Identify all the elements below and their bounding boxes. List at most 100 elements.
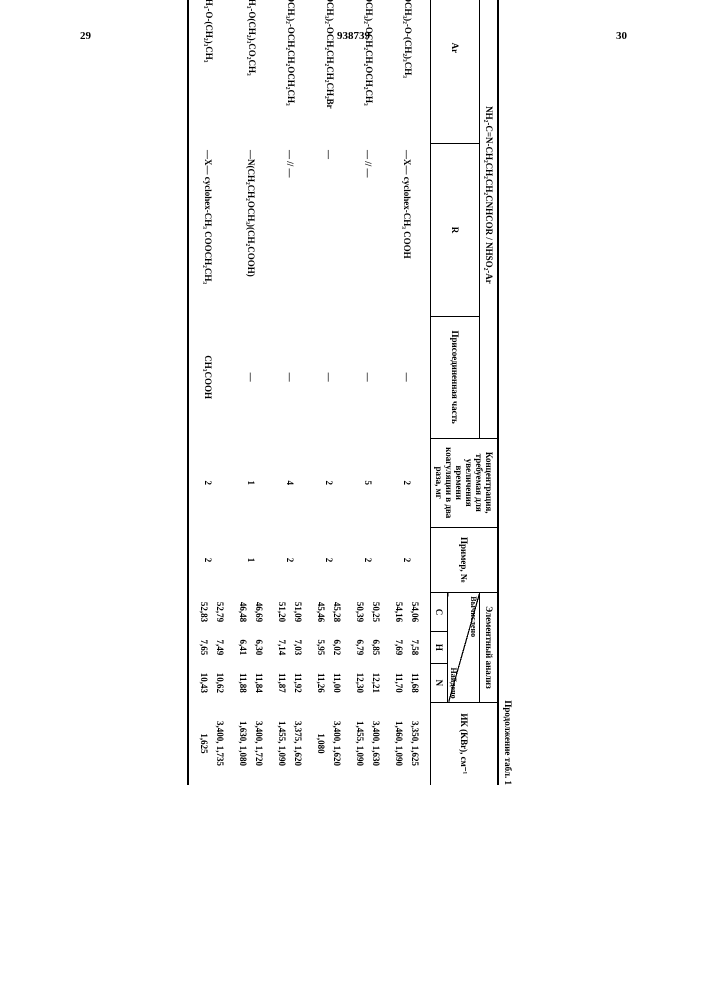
col-conc: Концентрация, требуемая для увеличения в… xyxy=(431,438,499,527)
cell-n1: 10,62 xyxy=(212,664,235,703)
cell-ik1: 3,375, 1,620 xyxy=(290,702,313,785)
cell-r: — // — xyxy=(274,144,313,316)
cell-h2: 5,95 xyxy=(313,631,329,663)
cell-primer: 2 xyxy=(313,527,352,593)
col-c: C xyxy=(431,593,448,631)
table-row: 622-OCH₃-O-(CH₂)₃CH₃—X— cyclohex-CH₃ COO… xyxy=(212,0,235,785)
table-row: 612-OCH₃-O(CH₂)₃CO₂CH₃—N(CH₂CH₂OCH₃)(CH₂… xyxy=(251,0,274,785)
cell-ar: 2,6-(OCH₃)₂-OCH₂CH₂CH₂CH₂Br xyxy=(313,0,352,144)
cell-h1: 6,02 xyxy=(329,631,352,663)
table-row: 592,6-(OCH₃)₂-OCH₂CH₂CH₂CH₂Br——2245,286,… xyxy=(329,0,352,785)
cell-n2: 10,43 xyxy=(188,664,212,703)
cell-c1: 51,09 xyxy=(290,593,313,631)
cell-attached: — xyxy=(352,316,391,438)
cell-n2: 11,26 xyxy=(313,664,329,703)
cell-ik1: 3,400, 1,735 xyxy=(212,702,235,785)
cell-conc: 4 xyxy=(274,438,313,527)
found-label: Найдено xyxy=(449,668,458,699)
table-row: 572,6-(OCH₃)₂-O-(CH₂)₃CH₃—X— cyclohex-CH… xyxy=(407,0,431,785)
cell-n1: 11,68 xyxy=(407,664,431,703)
cell-h2: 7,65 xyxy=(188,631,212,663)
cell-n1: 11,00 xyxy=(329,664,352,703)
cell-n2: 12,30 xyxy=(352,664,368,703)
cell-ik2: 1,455, 1,090 xyxy=(274,702,290,785)
cell-ik2: 1,630, 1,080 xyxy=(235,702,251,785)
cell-primer: 2 xyxy=(352,527,391,593)
cell-c2: 52,83 xyxy=(188,593,212,631)
cell-r: —X— cyclohex-CH₃ COOCH₂CH₃ xyxy=(188,144,235,316)
table-row: 602,6-(OCH₃)₂-OCH₂CH₂OCH₂CH₃— // ——4251,… xyxy=(290,0,313,785)
cell-c2: 45,46 xyxy=(313,593,329,631)
cell-conc: 2 xyxy=(188,438,235,527)
cell-ik2: 1,460, 1,090 xyxy=(391,702,407,785)
cell-attached: — xyxy=(235,316,274,438)
cell-ar: 2,6-(OCH₃)₂-OCH₂CH₂OCH₂CH₃ xyxy=(352,0,391,144)
cell-attached: — xyxy=(274,316,313,438)
cell-conc: 2 xyxy=(313,438,352,527)
cell-h1: 7,03 xyxy=(290,631,313,663)
cell-h2: 7,69 xyxy=(391,631,407,663)
cell-ik2: 1,625 xyxy=(188,702,212,785)
cell-ik1: 3,400, 1,620 xyxy=(329,702,352,785)
cell-conc: 5 xyxy=(352,438,391,527)
cell-ar: 2,6-(OCH₃)₂-O-(CH₂)₃CH₃ xyxy=(391,0,431,144)
col-n: N xyxy=(431,664,448,703)
cell-attached: — xyxy=(313,316,352,438)
cell-ar: 2-OCH₃-O-(CH₂)₃CH₃ xyxy=(188,0,235,144)
cell-primer: 2 xyxy=(274,527,313,593)
cell-c2: 50,39 xyxy=(352,593,368,631)
cell-attached: CH₃COOH xyxy=(188,316,235,438)
calc-found-cell: Вычислено Найдено xyxy=(448,593,480,702)
cell-c1: 50,25 xyxy=(368,593,391,631)
cell-h2: 7,14 xyxy=(274,631,290,663)
col-ar: Ar xyxy=(431,0,480,144)
cell-ik1: 3,350, 1,625 xyxy=(407,702,431,785)
cell-ar: 2-OCH₃-O(CH₂)₃CO₂CH₃ xyxy=(235,0,274,144)
cell-r: —N(CH₂CH₂OCH₃)(CH₂COOH) xyxy=(235,144,274,316)
col-attached: Присоединенная часть xyxy=(431,316,480,438)
col-primer: Пример, № xyxy=(431,527,499,593)
cell-n1: 11,92 xyxy=(290,664,313,703)
cell-n2: 11,88 xyxy=(235,664,251,703)
col-r: R xyxy=(431,144,480,316)
cell-conc: 1 xyxy=(235,438,274,527)
cell-h2: 6,41 xyxy=(235,631,251,663)
cell-h1: 7,49 xyxy=(212,631,235,663)
col-formula: NH₂-C=N-CH₂CH₂CH₂CNHCOR / NHSO₂-Ar xyxy=(480,0,498,438)
cell-ik2: 1,455, 1,090 xyxy=(352,702,368,785)
table-container: Продолжение табл. 1 Образец, № NH₂-C=N-C… xyxy=(187,0,513,785)
cell-c2: 54,16 xyxy=(391,593,407,631)
cell-ik2: 1,080 xyxy=(313,702,329,785)
cell-c1: 52,79 xyxy=(212,593,235,631)
cell-ik1: 3,400, 1,630 xyxy=(368,702,391,785)
cell-h1: 6,30 xyxy=(251,631,274,663)
cell-n1: 12,21 xyxy=(368,664,391,703)
cell-n2: 11,70 xyxy=(391,664,407,703)
calc-label: Вычислено xyxy=(469,596,478,637)
cell-conc: 2 xyxy=(391,438,431,527)
continuation-label: Продолжение табл. 1 xyxy=(503,0,513,785)
col-ik: ИК (KBr), см⁻¹ xyxy=(431,702,499,785)
table-row: 582,6-(OCH₃)₂-OCH₂CH₂OCH₂CH₃— // ——5250,… xyxy=(368,0,391,785)
cell-r: — // — xyxy=(352,144,391,316)
cell-c2: 51,20 xyxy=(274,593,290,631)
cell-primer: 2 xyxy=(188,527,235,593)
cell-ar: 2,6-(OCH₃)₂-OCH₂CH₂OCH₂CH₃ xyxy=(274,0,313,144)
cell-ik1: 3,400, 1,720 xyxy=(251,702,274,785)
cell-primer: 2 xyxy=(391,527,431,593)
page-left: 29 xyxy=(80,30,91,42)
cell-h1: 7,58 xyxy=(407,631,431,663)
cell-primer: 1 xyxy=(235,527,274,593)
col-elem: Элементный анализ xyxy=(480,593,498,702)
cell-c1: 45,28 xyxy=(329,593,352,631)
cell-h2: 6,79 xyxy=(352,631,368,663)
cell-r: —X— cyclohex-CH₃ COOH xyxy=(391,144,431,316)
cell-h1: 6,85 xyxy=(368,631,391,663)
cell-attached: — xyxy=(391,316,431,438)
data-table: Образец, № NH₂-C=N-CH₂CH₂CH₂CNHCOR / NHS… xyxy=(187,0,499,785)
cell-n1: 11,84 xyxy=(251,664,274,703)
col-h: H xyxy=(431,631,448,663)
cell-r: — xyxy=(313,144,352,316)
cell-c1: 46,69 xyxy=(251,593,274,631)
cell-c1: 54,06 xyxy=(407,593,431,631)
